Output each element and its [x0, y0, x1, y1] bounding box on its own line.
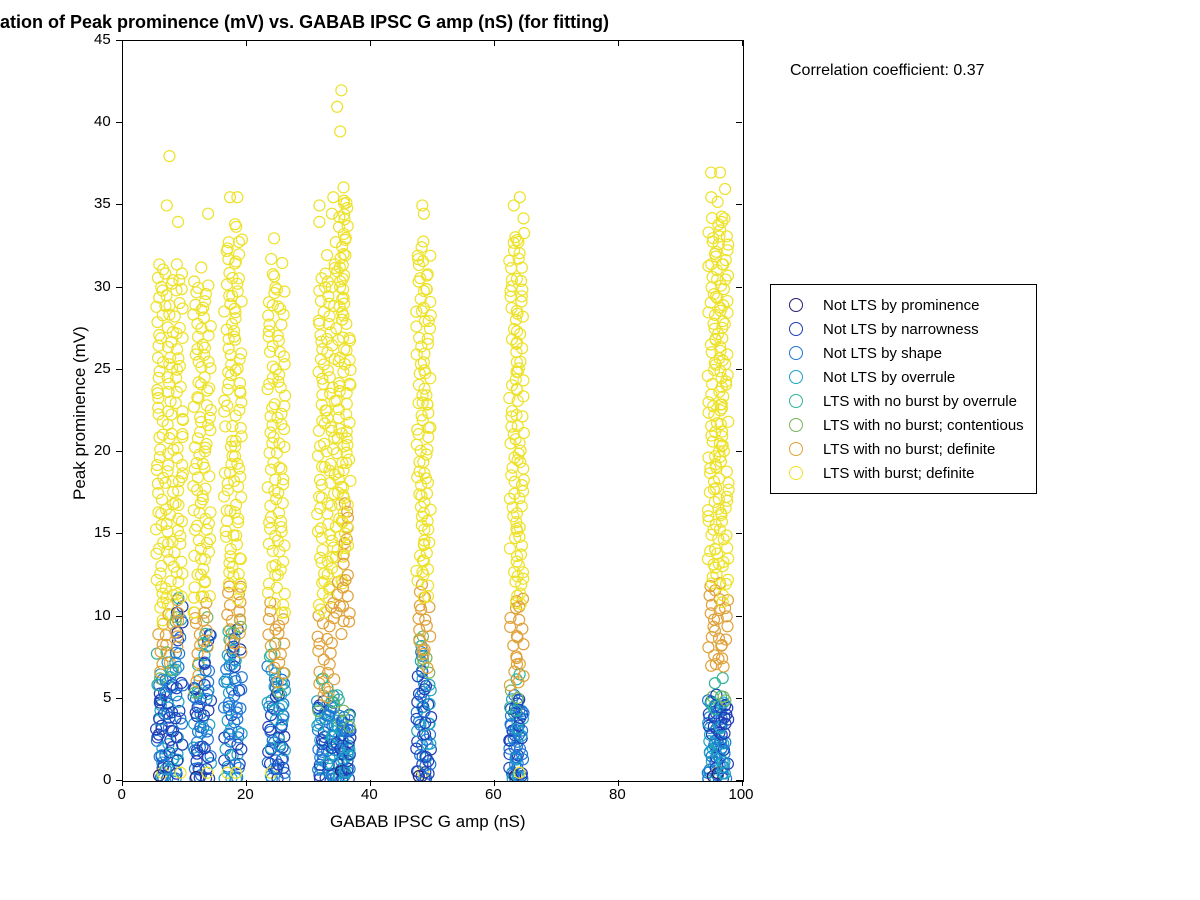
y-tick — [736, 204, 742, 205]
legend-label: LTS with no burst; definite — [823, 441, 995, 458]
legend-marker-icon — [789, 466, 803, 480]
x-tick — [370, 40, 371, 46]
x-tick — [494, 40, 495, 46]
y-tick-label: 35 — [94, 195, 111, 212]
x-tick-label: 60 — [485, 786, 502, 803]
legend-label: LTS with no burst; contentious — [823, 417, 1024, 434]
legend-label: LTS with burst; definite — [823, 465, 974, 482]
chart-title: ation of Peak prominence (mV) vs. GABAB … — [0, 12, 609, 33]
legend-label: LTS with no burst by overrule — [823, 393, 1017, 410]
y-tick — [116, 287, 122, 288]
y-tick — [116, 204, 122, 205]
legend-label: Not LTS by shape — [823, 345, 942, 362]
legend-item: Not LTS by prominence — [783, 293, 1024, 317]
y-tick-label: 20 — [94, 442, 111, 459]
y-tick — [736, 40, 742, 41]
x-tick — [246, 40, 247, 46]
legend-label: Not LTS by narrowness — [823, 321, 979, 338]
y-tick — [116, 780, 122, 781]
y-tick-label: 5 — [103, 689, 111, 706]
y-tick — [736, 780, 742, 781]
x-tick — [618, 40, 619, 46]
correlation-annotation: Correlation coefficient: 0.37 — [790, 62, 984, 80]
x-tick-label: 80 — [609, 786, 626, 803]
y-tick-label: 25 — [94, 360, 111, 377]
y-tick — [736, 287, 742, 288]
y-tick — [736, 451, 742, 452]
legend-label: Not LTS by overrule — [823, 369, 955, 386]
y-tick — [736, 369, 742, 370]
y-tick-label: 0 — [103, 771, 111, 788]
y-tick — [736, 698, 742, 699]
y-tick — [116, 122, 122, 123]
y-tick — [736, 616, 742, 617]
y-tick-label: 40 — [94, 113, 111, 130]
x-tick-label: 40 — [361, 786, 378, 803]
plot-area — [122, 40, 744, 782]
y-tick — [116, 369, 122, 370]
legend-item: LTS with no burst; contentious — [783, 413, 1024, 437]
x-tick-label: 100 — [729, 786, 754, 803]
y-tick — [116, 533, 122, 534]
y-tick-label: 15 — [94, 524, 111, 541]
y-tick — [736, 122, 742, 123]
y-tick — [116, 616, 122, 617]
legend-item: LTS with burst; definite — [783, 461, 1024, 485]
legend-item: LTS with no burst by overrule — [783, 389, 1024, 413]
legend-marker-icon — [789, 442, 803, 456]
x-axis-label: GABAB IPSC G amp (nS) — [330, 812, 526, 832]
x-tick-label: 0 — [118, 786, 126, 803]
y-tick — [736, 533, 742, 534]
y-tick — [116, 40, 122, 41]
x-tick-label: 20 — [237, 786, 254, 803]
y-tick-label: 45 — [94, 31, 111, 48]
legend-item: Not LTS by shape — [783, 341, 1024, 365]
legend: Not LTS by prominence Not LTS by narrowne… — [770, 284, 1037, 494]
legend-label: Not LTS by prominence — [823, 297, 979, 314]
legend-marker-icon — [789, 346, 803, 360]
y-tick-label: 30 — [94, 278, 111, 295]
y-tick — [116, 451, 122, 452]
legend-marker-icon — [789, 370, 803, 384]
y-tick — [116, 698, 122, 699]
legend-marker-icon — [789, 298, 803, 312]
x-tick — [742, 40, 743, 46]
legend-marker-icon — [789, 322, 803, 336]
legend-item: Not LTS by overrule — [783, 365, 1024, 389]
x-tick — [122, 40, 123, 46]
y-tick-label: 10 — [94, 607, 111, 624]
legend-marker-icon — [789, 394, 803, 408]
legend-marker-icon — [789, 418, 803, 432]
scatter-points — [123, 41, 743, 781]
y-axis-label: Peak prominence (mV) — [70, 326, 90, 500]
legend-item: LTS with no burst; definite — [783, 437, 1024, 461]
legend-item: Not LTS by narrowness — [783, 317, 1024, 341]
